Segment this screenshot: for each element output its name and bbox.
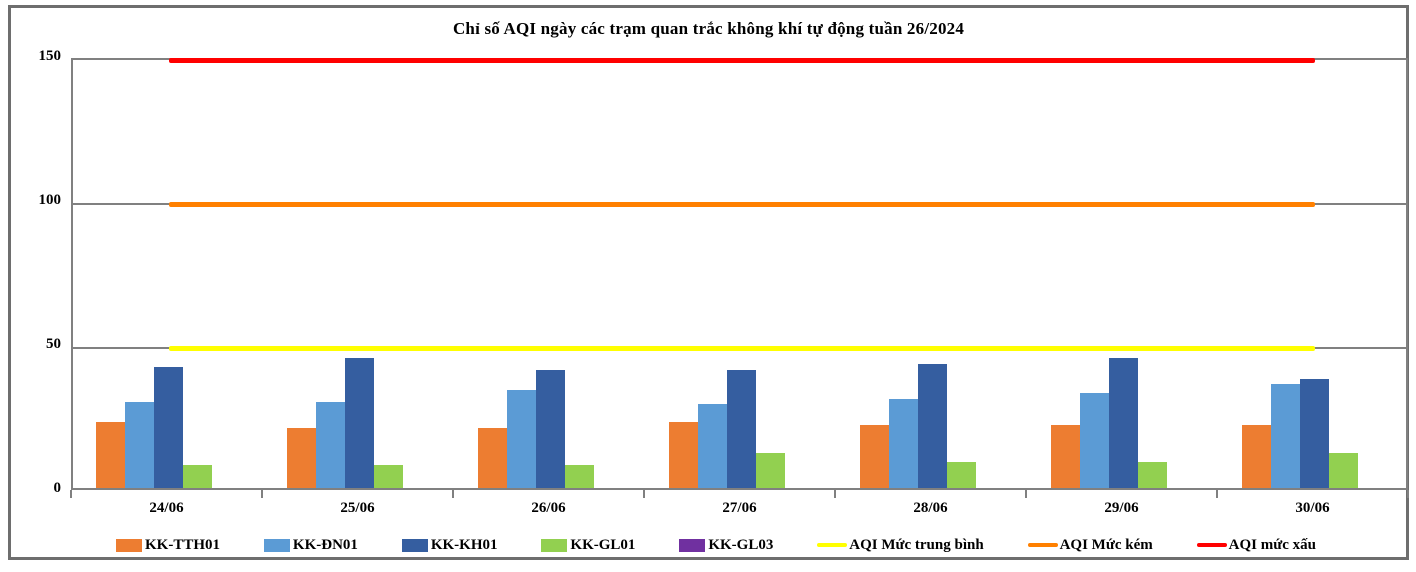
legend-item-aqi-m-c-x-u: AQI mức xấu: [1196, 536, 1316, 554]
x-axis-label-24-06: 24/06: [149, 500, 184, 516]
x-axis-label-27-06: 27/06: [722, 500, 757, 516]
bar-kk-gl01-24-06: [183, 464, 212, 488]
bar-kk-n01-27-06: [698, 404, 727, 488]
threshold-line-50: [168, 345, 1315, 351]
bar-kk-tth01-26-06: [478, 427, 507, 488]
chart-frame: Chỉ số AQI ngày các trạm quan trắc không…: [8, 5, 1409, 560]
legend-color-swatch-icon-kk-kh01: [401, 538, 428, 552]
legend-label-kk-gl01: KK-GL01: [570, 536, 636, 553]
chart-title: Chỉ số AQI ngày các trạm quan trắc không…: [452, 19, 965, 38]
y-axis-tick-label-150: 150: [38, 48, 62, 64]
bar-kk-kh01-29-06: [1109, 358, 1138, 488]
bar-kk-kh01-28-06: [918, 364, 947, 488]
y-axis-tick-label-100: 100: [38, 192, 62, 208]
bar-kk-kh01-26-06: [536, 369, 565, 488]
x-axis-tick: [643, 490, 645, 498]
x-axis-tick: [261, 490, 263, 498]
legend-item-aqi-m-c-k-m: AQI Mức kém: [1027, 536, 1153, 554]
bar-kk-n01-30-06: [1271, 384, 1300, 488]
bar-kk-gl01-27-06: [756, 453, 785, 488]
x-axis-label-25-06: 25/06: [340, 500, 375, 516]
legend-item-aqi-m-c-trung-b-nh: AQI Mức trung bình: [817, 536, 984, 554]
bar-kk-tth01-28-06: [860, 424, 889, 488]
bar-kk-kh01-27-06: [727, 369, 756, 488]
bar-kk-n01-26-06: [507, 390, 536, 488]
legend-item-kk-gl03: KK-GL03: [679, 537, 773, 554]
legend-label-kk-n01: KK-ĐN01: [292, 536, 358, 553]
x-axis-tick: [1407, 490, 1409, 498]
bar-kk-kh01-25-06: [345, 358, 374, 488]
x-axis-tick: [1216, 490, 1218, 498]
legend-line-swatch-icon-aqi-m-c-x-u: [1196, 543, 1227, 547]
legend-line-swatch-icon-aqi-m-c-k-m: [1027, 543, 1058, 547]
x-axis-tick: [452, 490, 454, 498]
x-axis-tick: [834, 490, 836, 498]
x-axis-label-29-06: 29/06: [1104, 500, 1139, 516]
bar-kk-tth01-30-06: [1242, 424, 1271, 488]
threshold-line-100: [168, 201, 1315, 207]
legend-item-kk-tth01: KK-TTH01: [116, 537, 220, 554]
x-axis-tick: [1025, 490, 1027, 498]
bar-kk-gl01-28-06: [947, 462, 976, 488]
legend-item-kk-gl01: KK-GL01: [541, 537, 635, 554]
x-axis-tick: [70, 490, 72, 498]
legend-label-kk-kh01: KK-KH01: [430, 536, 498, 553]
bar-kk-gl01-25-06: [374, 464, 403, 488]
plot-area: [71, 57, 1408, 490]
threshold-line-150: [168, 57, 1315, 63]
bar-kk-tth01-24-06: [96, 421, 125, 488]
legend-label-aqi-m-c-k-m: AQI Mức kém: [1059, 536, 1153, 553]
legend-color-swatch-icon-kk-gl03: [679, 538, 706, 552]
bar-kk-gl01-26-06: [565, 464, 594, 488]
legend-label-aqi-m-c-trung-b-nh: AQI Mức trung bình: [849, 536, 984, 553]
y-axis-tick-label-50: 50: [46, 336, 61, 352]
x-axis-label-28-06: 28/06: [913, 500, 948, 516]
bar-kk-kh01-24-06: [154, 367, 183, 488]
bar-kk-n01-25-06: [316, 401, 345, 488]
legend-color-swatch-icon-kk-tth01: [116, 538, 142, 552]
bar-kk-tth01-27-06: [669, 421, 698, 488]
legend-color-swatch-icon-kk-gl01: [541, 538, 568, 552]
legend-line-swatch-icon-aqi-m-c-trung-b-nh: [817, 543, 848, 547]
bar-kk-tth01-29-06: [1051, 424, 1080, 488]
bar-kk-n01-24-06: [125, 401, 154, 488]
legend-item-kk-n01: KK-ĐN01: [263, 536, 358, 554]
bar-kk-tth01-25-06: [287, 427, 316, 488]
legend-color-swatch-icon-kk-n01: [263, 538, 290, 552]
legend: KK-TTH01 KK-ĐN01 KK-KH01 KK-GL01 KK-GL03 AQI …: [116, 535, 1316, 555]
legend-label-kk-tth01: KK-TTH01: [145, 536, 221, 553]
legend-item-kk-kh01: KK-KH01: [401, 536, 498, 554]
bar-kk-kh01-30-06: [1300, 378, 1329, 488]
y-axis-tick-label-0: 0: [53, 480, 62, 496]
legend-label-kk-gl03: KK-GL03: [708, 536, 774, 553]
bar-kk-gl01-30-06: [1329, 453, 1358, 488]
bar-kk-gl01-29-06: [1138, 462, 1167, 488]
bar-kk-n01-29-06: [1080, 392, 1109, 488]
bar-kk-n01-28-06: [889, 398, 918, 488]
x-axis-label-26-06: 26/06: [531, 500, 566, 516]
legend-label-aqi-m-c-x-u: AQI mức xấu: [1228, 536, 1316, 553]
x-axis-label-30-06: 30/06: [1295, 500, 1330, 516]
